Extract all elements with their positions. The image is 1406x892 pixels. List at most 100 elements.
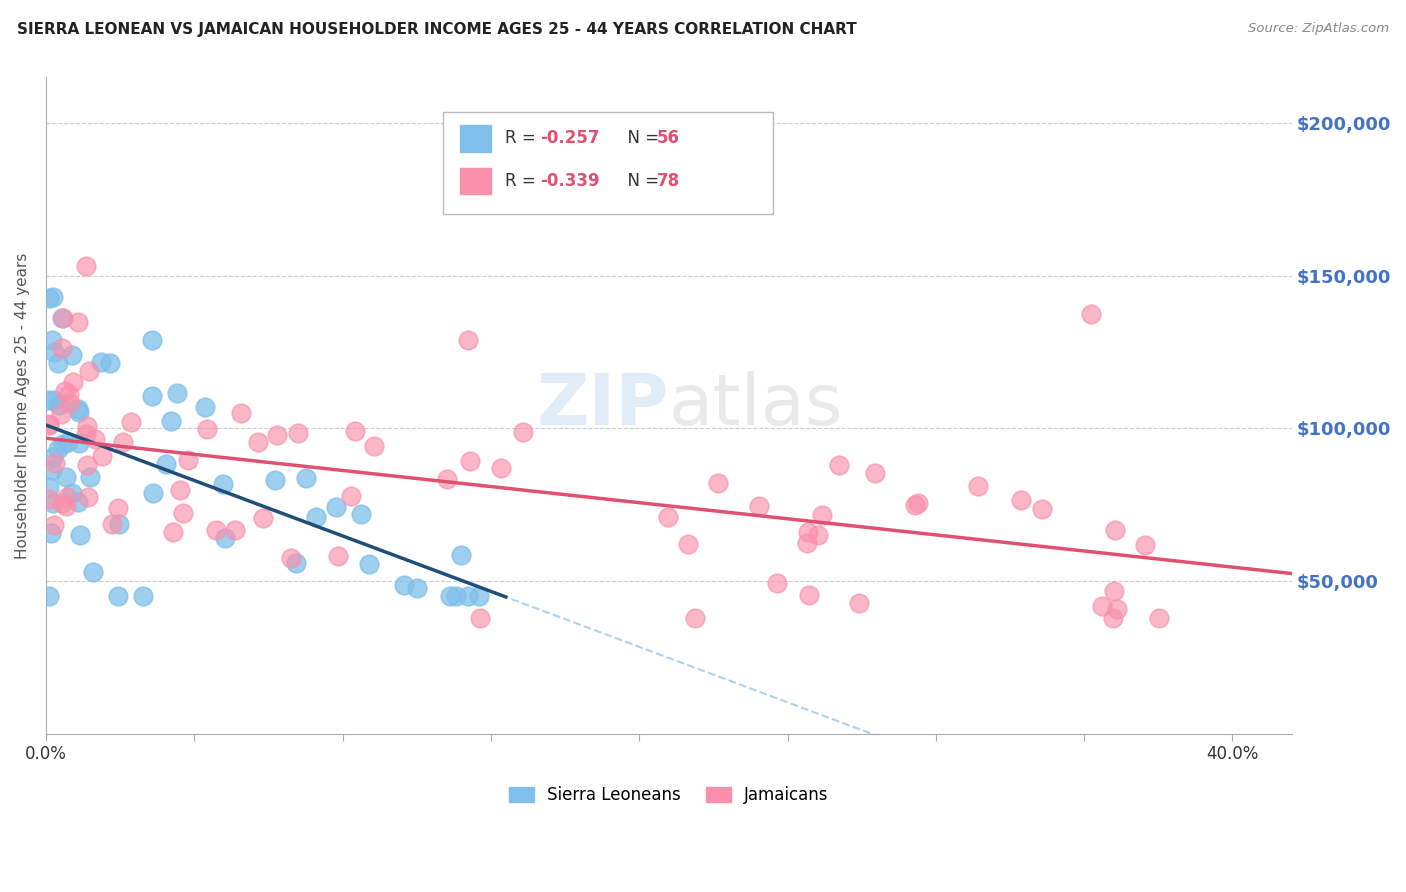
- Point: [51, 496, 73, 510]
- Point: [1104, 523, 1126, 537]
- Point: [46, 356, 69, 370]
- Point: [1091, 599, 1114, 613]
- Point: [75, 427, 97, 442]
- Point: [707, 475, 730, 490]
- Point: [848, 597, 870, 611]
- Point: [166, 385, 188, 400]
- Point: [1102, 610, 1125, 624]
- Point: [162, 524, 184, 539]
- Point: [159, 414, 181, 428]
- Point: [807, 527, 830, 541]
- Text: Source: ZipAtlas.com: Source: ZipAtlas.com: [1249, 22, 1389, 36]
- Point: [457, 589, 479, 603]
- Point: [907, 496, 929, 510]
- Point: [42, 393, 65, 408]
- Point: [224, 523, 246, 537]
- Point: [38, 480, 60, 494]
- Point: [305, 510, 328, 524]
- Point: [657, 509, 679, 524]
- Point: [111, 434, 134, 449]
- Point: [766, 576, 789, 591]
- Text: N =: N =: [617, 172, 665, 190]
- Text: R =: R =: [505, 172, 541, 190]
- Point: [49, 407, 72, 421]
- Point: [42, 496, 65, 510]
- Point: [205, 523, 228, 537]
- Point: [155, 457, 177, 471]
- Text: 56: 56: [657, 129, 679, 147]
- Point: [51, 341, 73, 355]
- Text: R =: R =: [505, 129, 541, 147]
- Point: [287, 425, 309, 440]
- Point: [62, 348, 84, 362]
- Point: [66, 315, 89, 329]
- Point: [246, 435, 269, 450]
- Point: [1031, 502, 1053, 516]
- Point: [280, 550, 302, 565]
- Point: [67, 436, 90, 450]
- Point: [169, 483, 191, 498]
- Point: [59, 395, 82, 409]
- Point: [363, 439, 385, 453]
- Text: -0.257: -0.257: [540, 129, 599, 147]
- Point: [195, 422, 218, 436]
- Point: [458, 454, 481, 468]
- Point: [252, 511, 274, 525]
- Point: [90, 355, 112, 369]
- Point: [120, 415, 142, 429]
- Point: [75, 259, 97, 273]
- Point: [439, 589, 461, 603]
- Y-axis label: Householder Income Ages 25 - 44 years: Householder Income Ages 25 - 44 years: [15, 252, 30, 558]
- Point: [79, 364, 101, 378]
- Point: [1135, 538, 1157, 552]
- Point: [264, 474, 287, 488]
- Text: 78: 78: [657, 172, 679, 190]
- Point: [107, 500, 129, 515]
- Point: [141, 389, 163, 403]
- Text: N =: N =: [617, 129, 665, 147]
- Point: [797, 588, 820, 602]
- Point: [66, 402, 89, 417]
- Point: [172, 506, 194, 520]
- Point: [77, 490, 100, 504]
- Point: [44, 344, 66, 359]
- Point: [406, 581, 429, 595]
- Point: [685, 610, 707, 624]
- Point: [58, 386, 80, 401]
- Legend: Sierra Leoneans, Jamaicans: Sierra Leoneans, Jamaicans: [502, 780, 835, 811]
- Point: [98, 356, 121, 370]
- Point: [46, 442, 69, 456]
- Point: [41, 333, 63, 347]
- Point: [1149, 610, 1171, 624]
- Point: [811, 508, 834, 523]
- Point: [41, 290, 63, 304]
- Point: [107, 589, 129, 603]
- Point: [512, 425, 534, 439]
- Point: [60, 485, 83, 500]
- Point: [52, 311, 75, 326]
- Point: [132, 589, 155, 603]
- Point: [326, 549, 349, 564]
- Point: [1080, 307, 1102, 321]
- Point: [359, 557, 381, 571]
- Text: -0.339: -0.339: [540, 172, 599, 190]
- Point: [863, 467, 886, 481]
- Point: [904, 498, 927, 512]
- Point: [38, 291, 60, 305]
- Point: [42, 450, 65, 465]
- Point: [966, 478, 988, 492]
- Point: [436, 472, 458, 486]
- Point: [38, 417, 60, 432]
- Point: [55, 469, 77, 483]
- Point: [42, 517, 65, 532]
- Point: [52, 437, 75, 451]
- Point: [79, 470, 101, 484]
- Point: [69, 528, 91, 542]
- Point: [38, 589, 60, 603]
- Point: [90, 449, 112, 463]
- Point: [38, 418, 60, 433]
- Point: [796, 535, 818, 549]
- Text: ZIP: ZIP: [537, 371, 669, 440]
- Point: [176, 453, 198, 467]
- Point: [748, 499, 770, 513]
